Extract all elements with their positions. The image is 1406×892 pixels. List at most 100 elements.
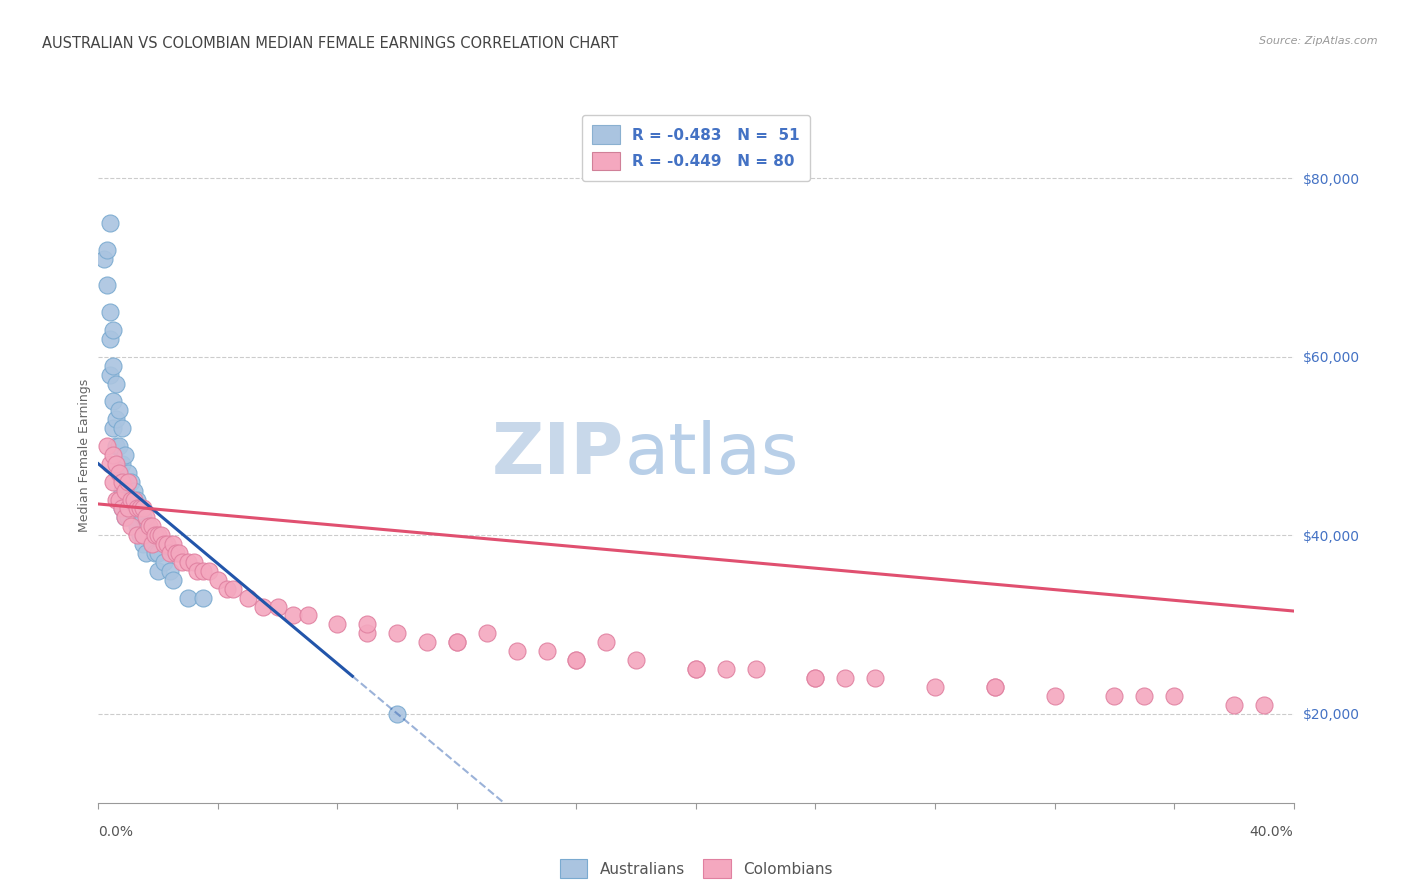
Point — [804, 671, 827, 685]
Point — [475, 626, 498, 640]
Point — [186, 564, 208, 578]
Point — [148, 564, 170, 578]
Point — [114, 492, 136, 507]
Point — [148, 546, 170, 560]
Point — [111, 421, 134, 435]
Point — [127, 492, 149, 507]
Point — [714, 662, 737, 676]
Point — [165, 546, 187, 560]
Point — [111, 501, 134, 516]
Point — [159, 546, 181, 560]
Point — [191, 591, 214, 605]
Point — [120, 475, 142, 489]
Point — [924, 680, 946, 694]
Point — [108, 466, 131, 480]
Point — [135, 510, 157, 524]
Point — [356, 617, 378, 632]
Point — [156, 537, 179, 551]
Point — [120, 519, 142, 533]
Point — [96, 243, 118, 257]
Point — [127, 501, 149, 516]
Point — [117, 501, 139, 516]
Point — [281, 608, 304, 623]
Point — [129, 501, 152, 516]
Point — [103, 475, 125, 489]
Point — [153, 555, 176, 569]
Text: Source: ZipAtlas.com: Source: ZipAtlas.com — [1260, 36, 1378, 45]
Point — [108, 439, 131, 453]
Point — [685, 662, 707, 676]
Point — [105, 457, 128, 471]
Point — [536, 644, 558, 658]
Point — [191, 564, 214, 578]
Point — [177, 591, 200, 605]
Text: atlas: atlas — [624, 420, 799, 490]
Point — [117, 510, 139, 524]
Point — [565, 653, 588, 667]
Point — [105, 492, 128, 507]
Point — [595, 635, 617, 649]
Point — [446, 635, 468, 649]
Point — [103, 394, 125, 409]
Point — [150, 528, 173, 542]
Point — [124, 510, 146, 524]
Point — [162, 537, 184, 551]
Text: 0.0%: 0.0% — [98, 825, 134, 839]
Point — [114, 510, 136, 524]
Point — [356, 626, 378, 640]
Point — [385, 706, 409, 721]
Point — [103, 323, 125, 337]
Point — [565, 653, 588, 667]
Point — [103, 448, 125, 462]
Point — [132, 528, 155, 542]
Point — [183, 555, 205, 569]
Point — [96, 439, 118, 453]
Point — [124, 483, 146, 498]
Point — [685, 662, 707, 676]
Point — [117, 475, 139, 489]
Point — [1104, 689, 1126, 703]
Point — [416, 635, 439, 649]
Point — [100, 216, 122, 230]
Point — [143, 528, 166, 542]
Point — [865, 671, 887, 685]
Point — [108, 466, 131, 480]
Point — [834, 671, 856, 685]
Point — [177, 555, 200, 569]
Point — [267, 599, 290, 614]
Y-axis label: Median Female Earnings: Median Female Earnings — [79, 378, 91, 532]
Text: AUSTRALIAN VS COLOMBIAN MEDIAN FEMALE EARNINGS CORRELATION CHART: AUSTRALIAN VS COLOMBIAN MEDIAN FEMALE EA… — [42, 36, 619, 51]
Legend: Australians, Colombians: Australians, Colombians — [553, 852, 839, 886]
Point — [93, 252, 115, 266]
Point — [326, 617, 349, 632]
Point — [626, 653, 648, 667]
Point — [1043, 689, 1066, 703]
Text: 40.0%: 40.0% — [1250, 825, 1294, 839]
Point — [198, 564, 221, 578]
Point — [111, 475, 134, 489]
Point — [148, 528, 170, 542]
Point — [114, 475, 136, 489]
Point — [120, 501, 142, 516]
Point — [446, 635, 468, 649]
Text: ZIP: ZIP — [492, 420, 624, 490]
Point — [132, 501, 155, 516]
Point — [117, 466, 139, 480]
Point — [111, 457, 134, 471]
Point — [153, 537, 176, 551]
Point — [138, 528, 160, 542]
Point — [129, 528, 152, 542]
Point — [100, 368, 122, 382]
Point — [172, 555, 194, 569]
Point — [141, 537, 163, 551]
Point — [143, 546, 166, 560]
Point — [745, 662, 768, 676]
Point — [105, 439, 128, 453]
Point — [138, 519, 160, 533]
Point — [105, 412, 128, 426]
Point — [207, 573, 229, 587]
Point — [167, 546, 190, 560]
Point — [114, 483, 136, 498]
Point — [103, 359, 125, 373]
Point — [105, 376, 128, 391]
